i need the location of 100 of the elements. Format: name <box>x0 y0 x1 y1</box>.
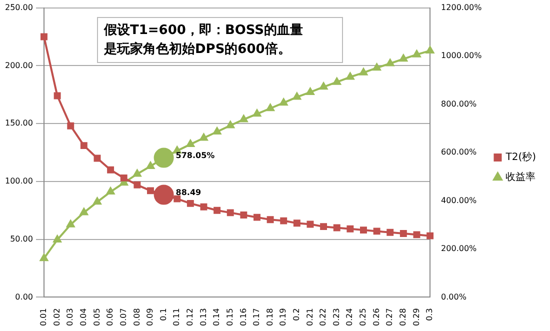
point <box>200 134 208 141</box>
y-tick-label: 250.00 <box>4 2 33 12</box>
point <box>54 92 61 100</box>
point <box>252 109 262 117</box>
point <box>306 220 314 228</box>
point <box>146 162 155 169</box>
point <box>332 78 341 85</box>
y-tick-label: 0.00 <box>15 292 33 302</box>
point <box>80 208 88 216</box>
point <box>412 50 421 58</box>
point <box>306 88 314 95</box>
point <box>186 140 194 148</box>
point <box>360 226 367 234</box>
x-tick-label: 0.02 <box>52 308 62 326</box>
x-tick-label: 0.22 <box>318 308 328 326</box>
y2-tick-label: 200.00% <box>441 244 478 254</box>
point <box>240 212 248 218</box>
point <box>226 120 234 128</box>
point <box>93 197 102 205</box>
point <box>400 230 407 237</box>
point <box>134 181 141 188</box>
x-tick-label: 0.19 <box>278 308 288 326</box>
point <box>40 254 48 262</box>
point <box>133 169 142 177</box>
point <box>386 59 394 66</box>
y2-tick-label: 1200.00% <box>441 2 482 12</box>
data-label: 88.49 <box>176 188 202 197</box>
point <box>80 142 88 150</box>
x-tick-label: 0.14 <box>212 308 222 326</box>
point <box>346 225 354 232</box>
y2-tick-label: 0.00% <box>441 292 467 302</box>
point <box>147 187 154 194</box>
x-tick-label: 0.27 <box>385 308 394 326</box>
y2-tick-label: 1000.00% <box>441 51 482 60</box>
x-tick-label: 0.16 <box>238 308 248 326</box>
point <box>372 63 381 71</box>
point <box>280 98 288 106</box>
x-tick-label: 0.09 <box>146 308 155 326</box>
x-tick-label: 0.28 <box>398 308 408 326</box>
point <box>120 174 128 182</box>
y2-tick-label: 800.00% <box>441 99 478 108</box>
point <box>426 46 434 54</box>
point <box>373 228 380 235</box>
note-box: 假设T1=600，即：BOSS的血量是玩家角色初始DPS的600倍。 <box>97 17 343 63</box>
point <box>40 33 48 40</box>
point <box>333 224 340 232</box>
point <box>293 220 300 227</box>
point <box>240 114 248 122</box>
x-tick-label: 0.24 <box>345 308 354 326</box>
point <box>280 217 288 224</box>
point <box>66 220 75 228</box>
y2-tick-label: 400.00% <box>441 196 478 205</box>
x-tick-label: 0.01 <box>39 308 48 326</box>
x-tick-label: 0.15 <box>225 308 234 326</box>
point <box>107 166 114 174</box>
point <box>186 200 194 207</box>
data-label: 578.05% <box>176 150 215 160</box>
x-tick-label: 0.03 <box>66 308 75 326</box>
x-tick-label: 0.25 <box>358 308 368 326</box>
point <box>200 203 208 210</box>
y-tick-label: 100.00 <box>4 176 33 186</box>
x-tick-label: 0.3 <box>425 308 434 321</box>
point <box>320 82 328 90</box>
x-tick-label: 0.13 <box>198 308 208 326</box>
y-tick-label: 150.00 <box>4 118 33 128</box>
y2-tick-label: 600.00% <box>441 148 478 157</box>
point <box>413 231 420 238</box>
x-tick-label: 0.26 <box>372 308 381 326</box>
x-tick-label: 0.2 <box>292 308 301 321</box>
point <box>67 122 74 130</box>
y-tick-label: 200.00 <box>4 60 33 70</box>
x-tick-label: 0.12 <box>186 308 195 326</box>
x-tick-label: 0.04 <box>79 308 88 326</box>
legend-label: T2(秒) <box>504 151 536 164</box>
point <box>266 104 274 112</box>
point <box>426 232 434 240</box>
x-tick-label: 0.06 <box>106 308 115 326</box>
x-tick-label: 0.1 <box>158 308 168 321</box>
y-tick-label: 50.00 <box>10 234 33 244</box>
x-tick-label: 0.18 <box>265 308 274 326</box>
x-tick-label: 0.23 <box>332 308 341 326</box>
point <box>226 209 234 216</box>
point <box>53 235 62 243</box>
point <box>266 216 274 224</box>
point <box>386 228 394 236</box>
point <box>254 214 260 221</box>
point <box>346 72 354 80</box>
point <box>106 187 115 195</box>
point <box>94 154 101 162</box>
x-tick-label: 0.07 <box>118 308 128 326</box>
legend-label: 收益率 <box>506 171 536 184</box>
x-tick-label: 0.29 <box>412 308 421 326</box>
x-tick-label: 0.08 <box>132 308 142 326</box>
x-tick-label: 0.21 <box>305 308 314 326</box>
x-tick-label: 0.17 <box>252 308 262 326</box>
point <box>214 206 221 214</box>
point <box>292 92 301 100</box>
point <box>174 195 181 202</box>
point <box>213 127 222 135</box>
x-tick-label: 0.11 <box>172 308 182 326</box>
